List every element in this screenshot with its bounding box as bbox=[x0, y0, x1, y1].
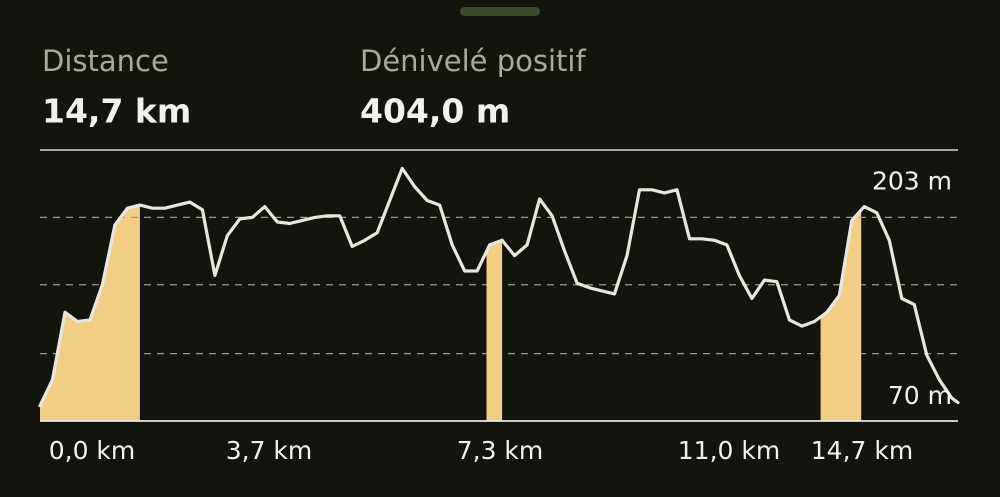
x-label: 7,3 km bbox=[457, 436, 544, 465]
drag-handle[interactable] bbox=[460, 7, 540, 16]
x-label: 3,7 km bbox=[226, 436, 313, 465]
stat-label: Dénivelé positif bbox=[360, 44, 586, 78]
stat-label: Distance bbox=[42, 44, 169, 78]
y-tick-label: 203 m bbox=[872, 166, 952, 195]
stat-value: 404,0 m bbox=[360, 92, 510, 131]
x-label: 11,0 km bbox=[678, 436, 780, 465]
elevation-line bbox=[38, 166, 960, 408]
x-label: 0,0 km bbox=[49, 436, 136, 465]
stat-value: 14,7 km bbox=[42, 92, 191, 131]
y-tick-label: 70 m bbox=[888, 381, 952, 410]
x-label: 14,7 km bbox=[811, 436, 913, 465]
